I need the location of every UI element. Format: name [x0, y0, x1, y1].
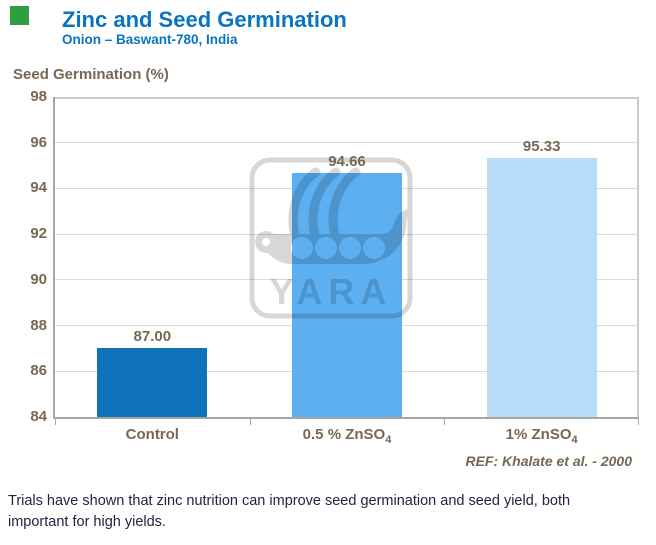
viking-ship-sails — [288, 167, 361, 241]
x-axis-tick — [249, 419, 251, 425]
yara-viking-ship-logo-watermark: YARA — [249, 157, 413, 319]
x-axis-category-label: 1% ZnSO4 — [505, 426, 578, 446]
bar-value-label: 87.00 — [133, 328, 172, 346]
plot-border-right — [637, 97, 639, 417]
x-axis-tick — [638, 419, 639, 425]
x-axis-category-label: Control — [125, 426, 179, 443]
chart-title: Zinc and Seed Germination — [62, 7, 347, 32]
bar-value-label: 95.33 — [522, 138, 561, 156]
x-axis-category-label: 0.5 % ZnSO4 — [302, 426, 392, 446]
y-axis-tick-label: 90 — [30, 270, 47, 288]
reference-note: REF: Khalate et al. - 2000 — [465, 453, 632, 469]
y-axis-tick-label: 88 — [30, 316, 47, 334]
bar-value-label: 94.66 — [328, 153, 366, 171]
y-axis-tick-label: 86 — [30, 362, 47, 380]
y-axis-tick-label: 94 — [30, 179, 47, 197]
plot-border-top — [55, 97, 639, 99]
y-axis-title: Seed Germination (%) — [13, 66, 169, 83]
y-axis-tick-label: 96 — [30, 133, 47, 151]
brand-mark-green-square — [10, 6, 29, 25]
watermark-wordmark: YARA — [270, 271, 393, 312]
bar-1-znso4 — [486, 158, 597, 417]
y-axis-tick-label: 98 — [30, 88, 47, 105]
watermark-frame — [249, 157, 413, 319]
viking-ship-hull — [255, 208, 411, 264]
x-axis-tick — [55, 419, 56, 425]
chart-subtitle: Onion – Baswant-780, India — [62, 32, 238, 47]
x-axis-tick — [444, 419, 446, 425]
y-axis-tick-label: 84 — [30, 408, 47, 425]
gridline — [55, 142, 639, 144]
footer-caption: Trials have shown that zinc nutrition ca… — [8, 493, 571, 530]
y-axis-tick-label: 92 — [30, 225, 47, 243]
y-axis-line — [53, 97, 55, 419]
bar-control — [97, 348, 208, 417]
x-axis-line — [53, 417, 639, 419]
